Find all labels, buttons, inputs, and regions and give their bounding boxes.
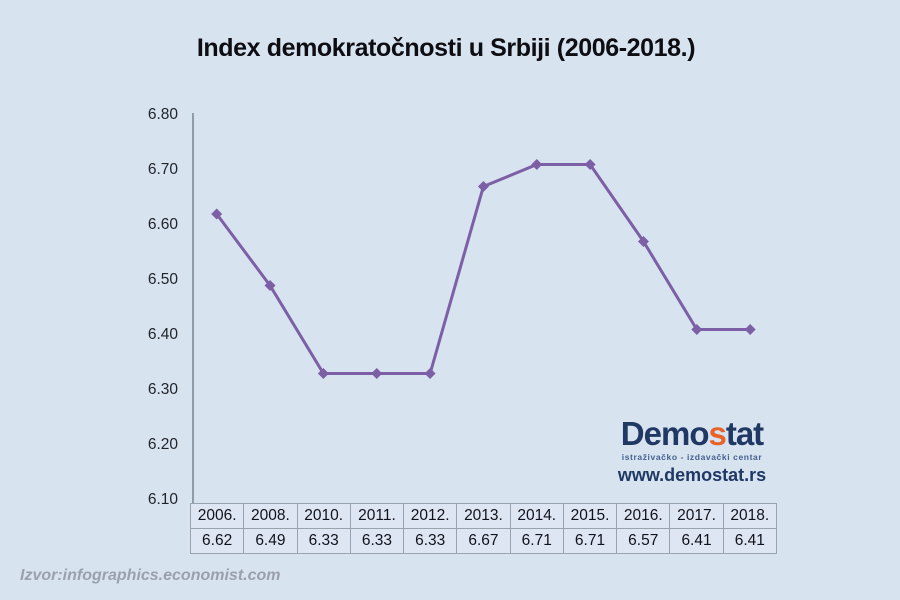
y-tick-label: 6.10 [147,491,178,508]
chart-title: Index demokratočnosti u Srbiji (2006-201… [196,34,696,62]
value-cell: 6.57 [616,528,671,554]
year-cell: 2011. [349,503,405,529]
year-cell: 2008. [243,503,298,529]
year-cell: 2006. [189,503,245,529]
value-row: 6.62 6.49 6.33 6.33 6.33 6.67 6.71 6.71 … [189,528,778,554]
year-row: 2006. 2008. 2010. 2011. 2012. 2013. 2014… [189,503,778,529]
data-point-marker [531,159,543,170]
year-cell: 2018. [722,503,778,529]
data-point-marker [264,280,276,291]
logo-text-right: tat [725,415,764,452]
data-point-marker [691,324,703,335]
y-tick-label: 6.80 [147,106,178,123]
y-axis-line [192,113,194,503]
value-cell: 6.33 [403,528,458,554]
data-point-marker [637,236,649,247]
value-cell: 6.33 [349,528,405,554]
year-cell: 2010. [296,503,351,529]
data-point-marker [744,324,756,335]
demostat-wordmark: Demostat [610,417,774,450]
source-caption: Izvor:infographics.economist.com [20,567,281,584]
data-point-marker [477,181,489,192]
demostat-logo: Demostat istraživačko - izdavački centar… [610,417,774,484]
demostat-url-link[interactable]: www.demostat.rs [617,464,767,485]
value-cell: 6.62 [189,528,245,554]
y-tick-label: 6.30 [147,381,178,398]
value-cell: 6.67 [456,528,511,554]
value-cell: 6.41 [669,528,724,554]
year-cell: 2012. [403,503,458,529]
value-cell: 6.71 [509,528,564,554]
logo-tagline: istraživačko - izdavački centar [621,452,763,462]
year-cell: 2017. [669,503,724,529]
value-cell: 6.49 [243,528,298,554]
value-cell: 6.41 [722,528,778,554]
value-cell: 6.71 [562,528,618,554]
y-tick-label: 6.40 [147,326,178,343]
y-tick-label: 6.50 [147,271,178,288]
value-cell: 6.33 [296,528,351,554]
data-table: 2006. 2008. 2010. 2011. 2012. 2013. 2014… [189,503,778,554]
year-cell: 2016. [616,503,671,529]
data-point-marker [424,368,436,379]
data-point-marker [584,159,596,170]
y-tick-label: 6.70 [147,161,178,178]
year-cell: 2013. [456,503,511,529]
data-point-marker [317,368,329,379]
year-cell: 2014. [509,503,564,529]
y-tick-label: 6.20 [147,436,178,453]
data-point-marker [211,208,223,220]
data-point-marker [371,368,383,379]
y-tick-label: 6.60 [147,216,178,233]
year-cell: 2015. [562,503,618,529]
logo-accent-letter: s [708,415,726,452]
logo-text-left: Demo [620,415,710,452]
